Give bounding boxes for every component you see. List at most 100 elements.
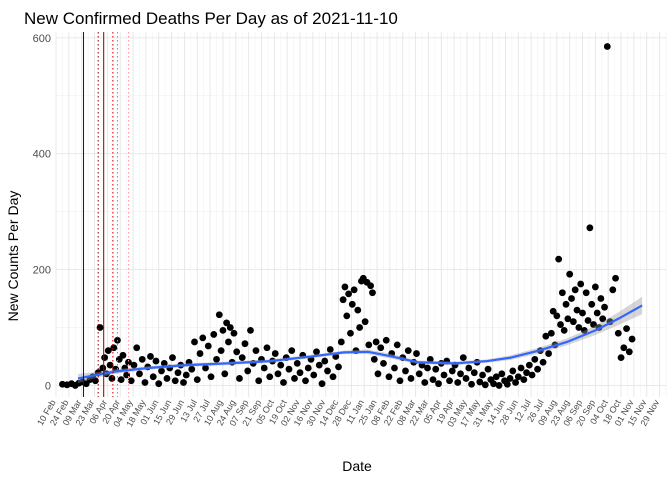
data-point — [426, 355, 434, 363]
data-point — [260, 364, 268, 372]
data-point — [558, 289, 566, 297]
data-point — [138, 355, 146, 363]
data-point — [288, 347, 296, 355]
data-point — [593, 309, 601, 317]
data-point — [457, 370, 464, 378]
data-point — [204, 342, 212, 350]
data-point — [573, 306, 581, 314]
data-point — [484, 365, 492, 373]
data-point — [560, 326, 568, 334]
data-point — [571, 286, 579, 294]
data-point — [468, 380, 475, 388]
data-point — [579, 309, 586, 317]
data-point — [623, 325, 630, 333]
data-point — [372, 338, 380, 346]
data-point — [238, 354, 246, 362]
data-point — [226, 324, 234, 331]
data-point — [217, 347, 225, 355]
data-point — [188, 365, 196, 373]
data-point — [196, 350, 204, 357]
data-point — [202, 364, 209, 372]
y-axis-ticks: 0 200 400 600 — [33, 33, 51, 393]
data-point — [147, 353, 154, 360]
data-point — [310, 371, 318, 379]
data-point — [130, 361, 138, 369]
data-point — [465, 364, 473, 372]
data-point — [302, 377, 309, 385]
data-point — [580, 326, 588, 334]
data-point — [509, 367, 517, 375]
data-point — [215, 311, 223, 319]
data-point — [293, 359, 301, 367]
data-point — [454, 379, 462, 386]
data-point — [369, 289, 376, 297]
data-point — [291, 375, 298, 382]
data-point — [498, 370, 506, 378]
data-point — [271, 350, 279, 357]
data-point — [149, 373, 157, 381]
data-point — [335, 363, 342, 371]
data-point — [612, 274, 619, 282]
data-point — [490, 380, 497, 388]
data-point — [506, 375, 514, 382]
data-point — [223, 319, 231, 327]
data-point — [492, 373, 500, 381]
data-point — [545, 350, 552, 357]
data-point — [531, 355, 539, 363]
data-point — [534, 365, 541, 373]
data-point — [213, 355, 220, 363]
data-point — [599, 315, 607, 323]
data-point — [221, 370, 229, 378]
data-point — [356, 324, 364, 331]
data-point — [591, 283, 599, 291]
data-point — [584, 317, 592, 324]
data-point — [512, 379, 519, 386]
data-point — [341, 283, 349, 291]
data-point — [247, 326, 254, 334]
data-point — [476, 378, 484, 386]
data-point — [348, 300, 356, 308]
data-point — [104, 347, 112, 355]
data-point — [285, 365, 293, 373]
data-point — [193, 376, 201, 384]
data-point — [609, 286, 617, 294]
data-point — [577, 280, 585, 288]
data-point — [191, 338, 198, 346]
data-point — [136, 370, 143, 378]
data-point — [329, 373, 337, 381]
data-point — [440, 371, 448, 379]
data-point — [582, 289, 590, 297]
data-point — [174, 369, 182, 377]
data-point — [141, 379, 149, 386]
data-point — [244, 367, 252, 375]
data-point — [435, 380, 442, 388]
data-point — [382, 336, 390, 344]
data-point — [396, 377, 404, 385]
data-point — [321, 357, 329, 365]
data-point — [277, 361, 285, 369]
data-point — [393, 341, 401, 349]
data-point — [99, 364, 107, 372]
data-point — [402, 367, 409, 375]
data-point — [304, 364, 312, 372]
data-point — [280, 379, 287, 386]
data-point — [459, 354, 467, 362]
data-point — [625, 348, 633, 356]
data-point — [568, 295, 575, 302]
data-point — [152, 357, 160, 365]
data-point — [432, 365, 440, 373]
data-point — [343, 312, 351, 320]
data-point — [525, 361, 533, 369]
data-point — [569, 318, 577, 326]
data-point — [236, 375, 243, 382]
data-point — [380, 359, 387, 367]
data-point — [324, 367, 331, 375]
data-point — [555, 255, 563, 263]
data-point — [199, 334, 207, 342]
data-point — [503, 380, 511, 388]
data-point — [523, 369, 530, 377]
data-point — [337, 338, 345, 346]
data-point — [210, 331, 218, 338]
data-point — [101, 354, 109, 362]
data-point — [266, 373, 274, 381]
